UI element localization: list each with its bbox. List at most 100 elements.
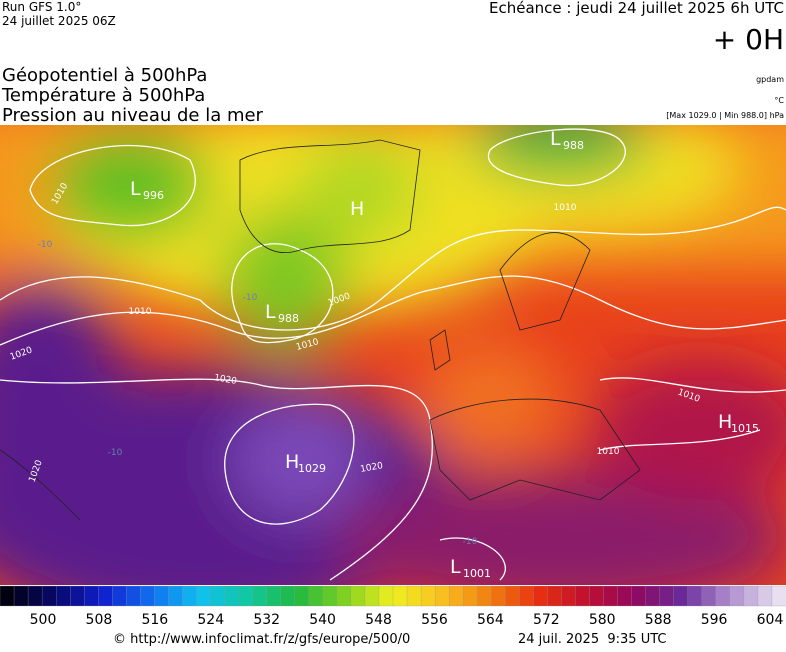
colorbar-cell	[463, 585, 478, 607]
colorbar-cell	[406, 585, 422, 607]
run: Run GFS 1.0°	[2, 0, 81, 14]
colorbar-cell	[687, 585, 703, 607]
center-value: 1015	[731, 422, 759, 435]
colorbar-cell	[659, 585, 675, 607]
colorbar-tick-label: 580	[589, 612, 616, 628]
colorbar-cell	[0, 585, 15, 607]
map	[0, 125, 786, 585]
colorbar-cell	[645, 585, 661, 607]
colorbar-tick-label: 572	[533, 612, 560, 628]
colorbar-cell	[336, 585, 352, 607]
colorbar-cell	[140, 585, 156, 607]
colorbar-cell	[743, 585, 759, 607]
colorbar-cell	[350, 585, 366, 607]
colorbar-cell	[519, 585, 535, 607]
center-value: 1001	[463, 567, 491, 580]
center-letter: L	[130, 178, 141, 200]
colorbar-cell	[238, 585, 254, 607]
colorbar-tick-label: 564	[477, 612, 504, 628]
colorbar-cell	[322, 585, 338, 607]
isobar-label: 1010	[597, 447, 620, 457]
colorbar-cell	[617, 585, 633, 607]
colorbar-cell	[13, 585, 29, 607]
center-value: 996	[143, 189, 164, 202]
colorbar-cell	[547, 585, 563, 607]
temperature-label: -10	[463, 537, 478, 547]
footer-source: © http://www.infoclimat.fr/z/gfs/europe/…	[113, 632, 410, 647]
layer: Géopotentiel à 500hPa	[2, 65, 207, 86]
colorbar-tick-label: 532	[253, 612, 280, 628]
center-letter: H	[350, 198, 364, 220]
colorbar-cell	[603, 585, 619, 607]
layer: Température à 500hPa	[1, 85, 205, 106]
colorbar-cell	[575, 585, 591, 607]
unit: [Max 1029.0 | Min 988.0] hPa	[666, 111, 784, 120]
colorbar-tick-label: 588	[645, 612, 672, 628]
colorbar-cell	[771, 585, 786, 607]
colorbar-cell	[308, 585, 324, 607]
colorbar-cell	[294, 585, 310, 607]
isobar-label: 1020	[213, 373, 238, 387]
colorbar-cell	[280, 585, 296, 607]
temperature-label: -10	[108, 448, 123, 458]
colorbar-cell	[98, 585, 113, 607]
colorbar-cell	[392, 585, 408, 607]
lead: + 0H	[713, 23, 784, 56]
colorbar-cell	[561, 585, 577, 607]
colorbar-cell	[84, 585, 99, 607]
colorbar-cell	[729, 585, 745, 607]
colorbar-cell	[196, 585, 212, 607]
colorbar-cell	[505, 585, 520, 607]
center-value: 988	[563, 139, 584, 152]
colorbar-cell	[589, 585, 605, 607]
colorbar-tick-label: 500	[30, 612, 57, 628]
unit: °C	[774, 96, 784, 105]
colorbar-tick-label: 508	[86, 612, 113, 628]
colorbar-cell	[420, 585, 436, 607]
colorbar-cell	[252, 585, 268, 607]
colorbar-cell	[757, 585, 773, 607]
colorbar-cell	[434, 585, 450, 607]
colorbar-cell	[112, 585, 127, 607]
colorbar-cell	[448, 585, 464, 607]
temperature-label: -10	[243, 293, 258, 303]
colorbar-cell	[491, 585, 506, 607]
forecast: Echéance : jeudi 24 juillet 2025 6h UTC	[489, 0, 784, 17]
colorbar-cell	[55, 585, 71, 607]
colorbar-cell	[266, 585, 282, 607]
colorbar-cell	[126, 585, 142, 607]
center-letter: H	[718, 411, 732, 433]
isobar-label: 1010	[554, 203, 577, 213]
isobar-label: 1020	[360, 461, 385, 475]
colorbar-cell	[673, 585, 689, 607]
center-value: 1029	[298, 462, 326, 475]
center-value: 988	[278, 312, 299, 325]
run-date: 24 juillet 2025 06Z	[2, 14, 116, 28]
colorbar-cell	[701, 585, 717, 607]
isobar-label: 1010	[129, 307, 152, 317]
center-letter: L	[450, 556, 461, 578]
colorbar-tick-label: 604	[757, 612, 784, 628]
center-letter: L	[265, 301, 276, 323]
colorbar: 500 508 516 524 532 540 548 556 564 572 580 588 596 6…	[0, 585, 786, 628]
colorbar-cell	[154, 585, 170, 607]
center-letter: L	[550, 128, 561, 150]
colorbar-cell	[70, 585, 85, 607]
colorbar-cell	[224, 585, 240, 607]
colorbar-tick-label: 556	[421, 612, 448, 628]
colorbar-cell	[533, 585, 549, 607]
colorbar-cell	[477, 585, 492, 607]
temperature-label: -10	[38, 240, 53, 250]
colorbar-tick-label: 540	[309, 612, 336, 628]
colorbar-cell	[364, 585, 380, 607]
layer: Pression au niveau de la mer	[2, 105, 264, 126]
colorbar-cell	[41, 585, 57, 607]
colorbar-cell	[210, 585, 226, 607]
colorbar-tick-label: 516	[141, 612, 168, 628]
colorbar-cell	[27, 585, 43, 607]
colorbar-tick-label: 596	[701, 612, 728, 628]
unit: gpdam	[756, 75, 784, 84]
colorbar-cell	[168, 585, 184, 607]
colorbar-cell	[182, 585, 198, 607]
colorbar-tick-label: 524	[197, 612, 224, 628]
